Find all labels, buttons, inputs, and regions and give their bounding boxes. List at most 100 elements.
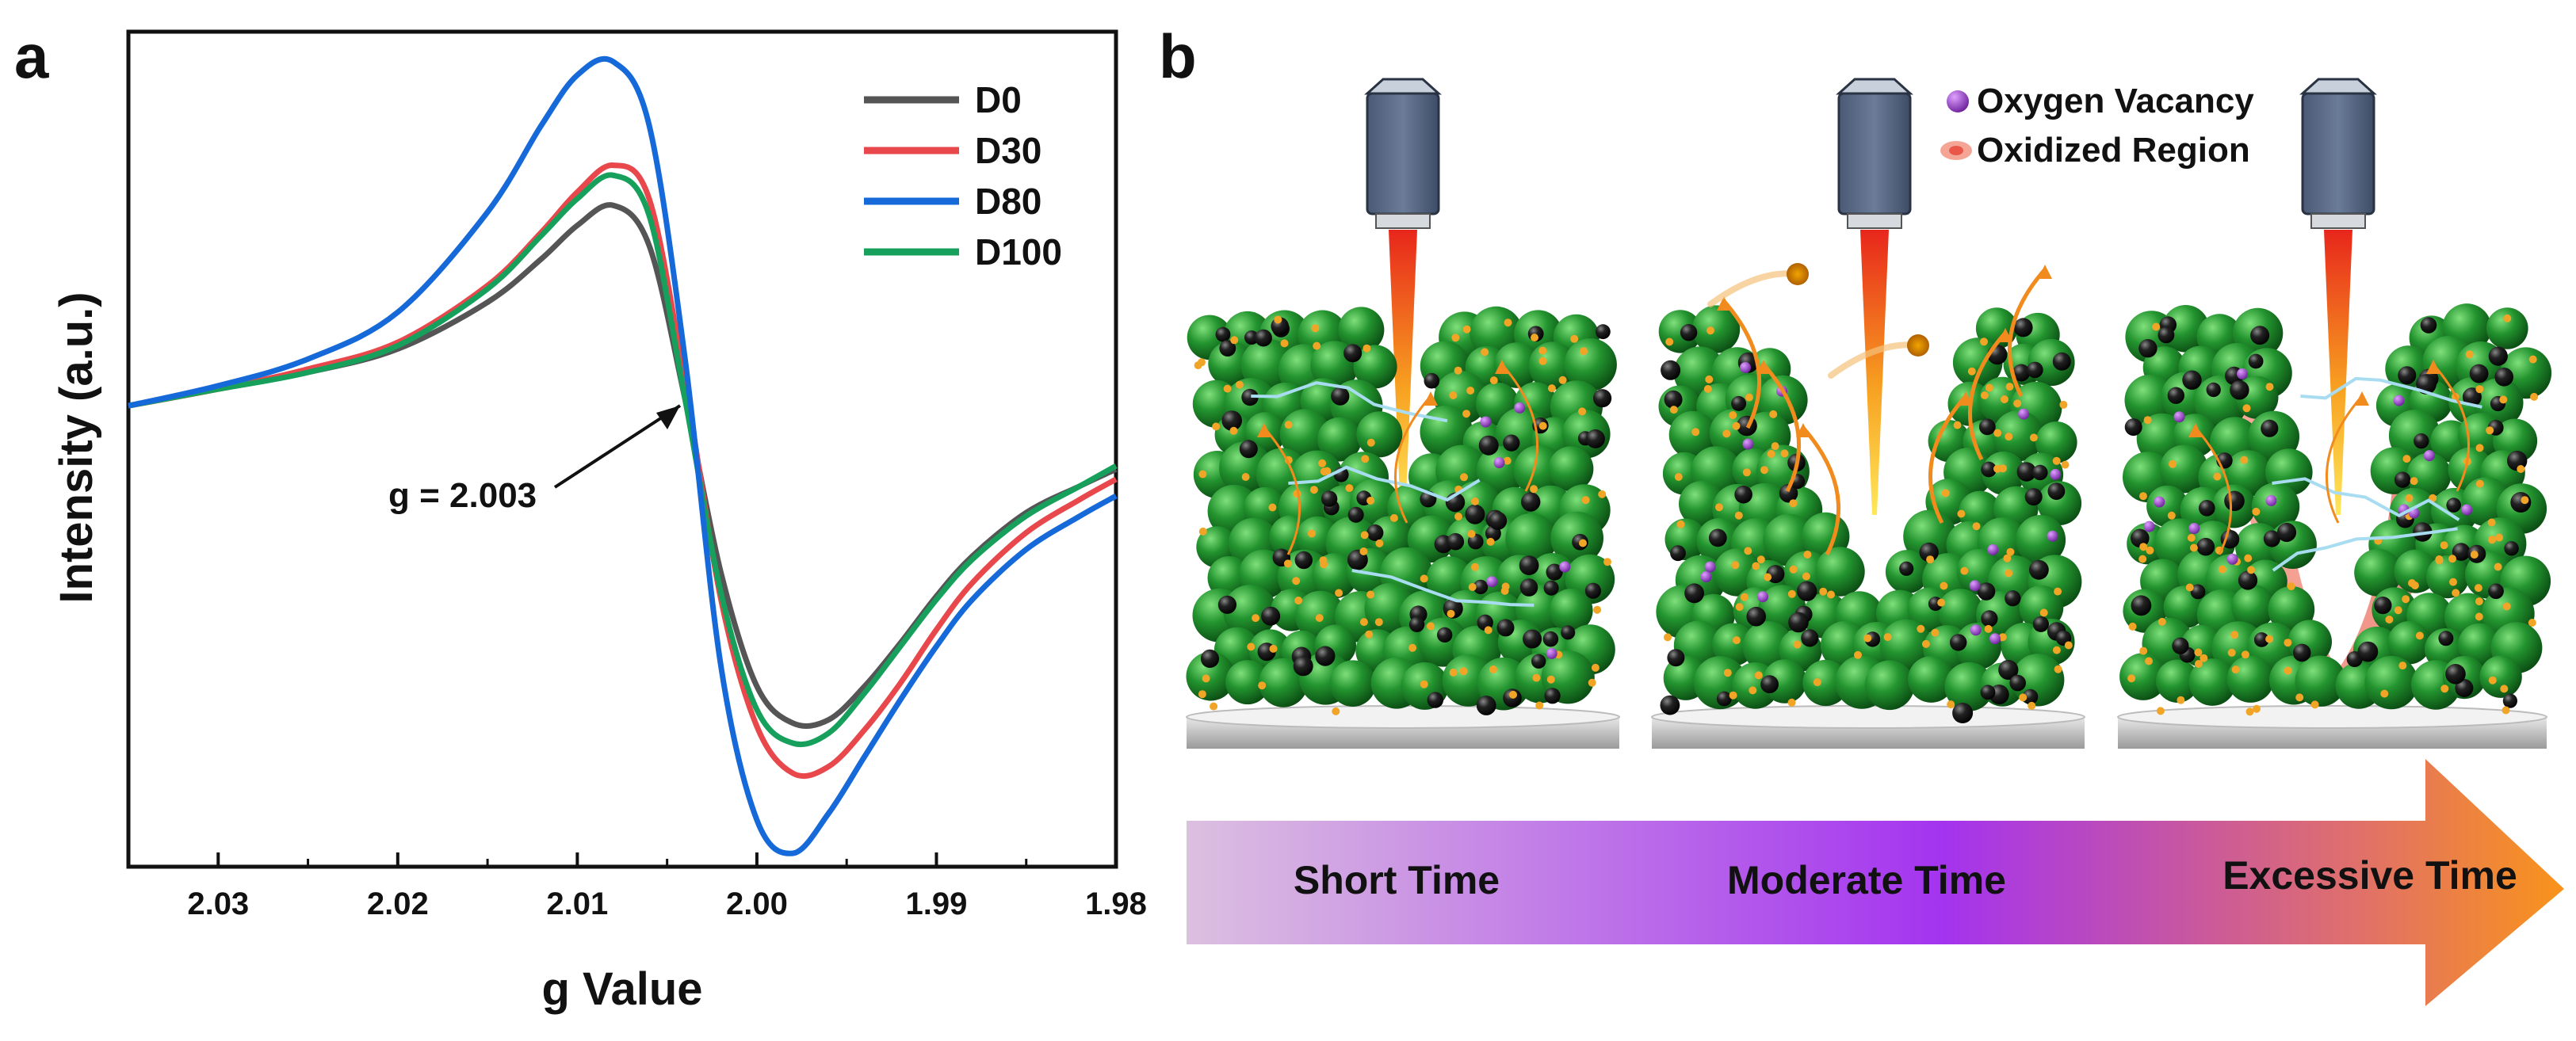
binder-dot xyxy=(1449,391,1458,399)
binder-dot xyxy=(2448,555,2456,563)
binder-dot xyxy=(1454,366,1462,375)
series-line-d80 xyxy=(128,55,1118,856)
laser-beam xyxy=(2324,230,2352,515)
carbon-particle xyxy=(1779,483,1798,503)
carbon-particle xyxy=(2199,500,2215,517)
carbon-particle xyxy=(2027,361,2043,379)
binder-dot xyxy=(1734,511,1743,520)
binder-dot xyxy=(1389,513,1398,522)
legend-label-d0: D0 xyxy=(975,79,1022,120)
binder-dot xyxy=(1283,559,1292,568)
binder-dot xyxy=(1535,701,1544,710)
active-particle xyxy=(1225,660,1271,705)
binder-dot xyxy=(1707,326,1714,335)
binder-dot xyxy=(2415,631,2424,640)
carbon-particle xyxy=(1899,561,1914,576)
binder-dot xyxy=(2521,496,2529,505)
oxygen-vacancy-swatch xyxy=(1947,90,1969,112)
carbon-particle xyxy=(1320,490,1338,507)
carbon-particle xyxy=(1731,395,1747,411)
carbon-particle xyxy=(1241,388,1259,406)
active-particle xyxy=(1476,445,1526,495)
binder-dot xyxy=(1359,618,1368,627)
binder-dot xyxy=(1883,633,1892,642)
oxygen-vacancy xyxy=(1742,438,1754,450)
binder-dot xyxy=(1787,589,1796,598)
x-axis-ticks: 2.03 2.02 2.01 2.00 1.99 1.98 xyxy=(187,852,1147,921)
carbon-particle xyxy=(1408,616,1425,632)
carbon-particle xyxy=(2455,679,2474,697)
binder-dot xyxy=(1756,555,1765,564)
binder-dot xyxy=(1669,406,1678,414)
annotation-arrowhead xyxy=(656,406,680,429)
active-particle xyxy=(2016,515,2066,565)
binder-dot xyxy=(2475,444,2484,452)
carbon-particle xyxy=(1801,629,1819,647)
binder-dot xyxy=(2394,606,2402,615)
binder-dot xyxy=(2440,684,2449,693)
active-particle xyxy=(1815,547,1865,597)
oxygen-vacancy xyxy=(1700,571,1712,582)
binder-dot xyxy=(2465,350,2474,359)
binder-dot xyxy=(2517,465,2525,473)
gas-path xyxy=(1802,426,1841,556)
x-tick-label-3: 2.00 xyxy=(726,887,788,921)
binder-dot xyxy=(2287,582,2295,591)
laser-nozzle xyxy=(2310,213,2366,229)
active-particle xyxy=(1493,342,1540,388)
carbon-particle xyxy=(2190,584,2206,600)
binder-dot xyxy=(1530,485,1538,494)
carbon-particle xyxy=(1294,551,1313,570)
binder-dot xyxy=(1361,455,1370,463)
binder-dot xyxy=(1752,562,1760,570)
binder-dot xyxy=(1998,633,2007,642)
active-particle xyxy=(2019,585,2064,630)
active-particle xyxy=(1955,622,2002,670)
binder-dot xyxy=(1674,473,1683,481)
oxygen-vacancy xyxy=(1970,624,1982,636)
crack-line xyxy=(1251,381,1448,423)
carbon-particle xyxy=(1716,691,1732,707)
carbon-particle xyxy=(2398,366,2417,385)
ejected-particle xyxy=(1787,263,1809,285)
binder-dot xyxy=(2039,608,2048,617)
binder-dot xyxy=(1500,586,1509,595)
carbon-particle xyxy=(1476,696,1496,715)
binder-dot xyxy=(1767,449,1775,458)
carbon-particle xyxy=(2138,339,2157,358)
carbon-particle xyxy=(1952,703,1974,723)
binder-dot xyxy=(2253,704,2261,713)
active-particle xyxy=(1944,662,1994,711)
carbon-particle xyxy=(2394,471,2411,488)
binder-dot xyxy=(1819,587,1828,596)
carbon-particle xyxy=(1544,688,1561,704)
gas-arrowhead xyxy=(2188,423,2203,437)
carbon-particle xyxy=(1489,511,1508,530)
binder-dot xyxy=(1580,347,1588,356)
carbon-particle xyxy=(1437,627,1453,643)
binder-dot xyxy=(2242,404,2251,413)
binder-dot xyxy=(1235,380,1244,389)
binder-dot xyxy=(2059,400,2068,409)
x-tick-label-1: 2.02 xyxy=(367,887,429,921)
binder-dot xyxy=(1320,467,1328,476)
binder-dot xyxy=(1375,539,1384,547)
carbon-particle xyxy=(2022,688,2039,705)
binder-dot xyxy=(1793,640,1802,649)
stage-label-excessive: Excessive Time xyxy=(2222,853,2517,898)
oxygen-vacancy xyxy=(2154,496,2165,508)
binder-dot xyxy=(1921,639,1930,648)
laser-3 xyxy=(2299,78,2377,515)
oxygen-vacancy xyxy=(2393,395,2405,406)
oxygen-vacancy xyxy=(1704,561,1716,573)
carbon-particle xyxy=(1950,634,1967,651)
plot-frame xyxy=(126,29,1118,869)
binder-dot xyxy=(2177,696,2185,704)
binder-dot xyxy=(2528,619,2536,627)
binder-dot xyxy=(1780,449,1789,458)
active-particle xyxy=(2479,655,2522,698)
binder-dot xyxy=(1723,669,1732,677)
oxygen-vacancy xyxy=(2188,523,2200,534)
oxygen-vacancy xyxy=(2423,450,2435,462)
active-particle xyxy=(2486,307,2528,349)
